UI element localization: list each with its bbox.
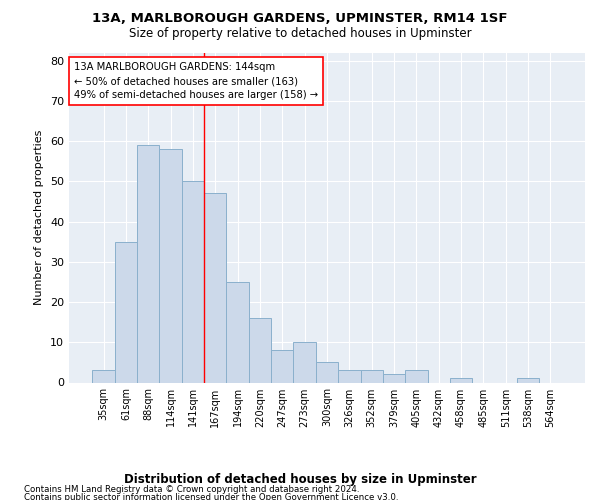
Text: Size of property relative to detached houses in Upminster: Size of property relative to detached ho…: [128, 28, 472, 40]
Bar: [405, 370, 428, 382]
Bar: [92, 370, 115, 382]
Text: Contains HM Land Registry data © Crown copyright and database right 2024.: Contains HM Land Registry data © Crown c…: [24, 485, 359, 494]
Bar: [450, 378, 472, 382]
Bar: [517, 378, 539, 382]
Bar: [338, 370, 361, 382]
Bar: [361, 370, 383, 382]
Bar: [293, 342, 316, 382]
Y-axis label: Number of detached properties: Number of detached properties: [34, 130, 44, 305]
Bar: [249, 318, 271, 382]
Bar: [271, 350, 293, 382]
Text: 13A, MARLBOROUGH GARDENS, UPMINSTER, RM14 1SF: 13A, MARLBOROUGH GARDENS, UPMINSTER, RM1…: [92, 12, 508, 26]
Text: Contains public sector information licensed under the Open Government Licence v3: Contains public sector information licen…: [24, 494, 398, 500]
Bar: [115, 242, 137, 382]
Bar: [226, 282, 249, 382]
Bar: [383, 374, 405, 382]
Text: 13A MARLBOROUGH GARDENS: 144sqm
← 50% of detached houses are smaller (163)
49% o: 13A MARLBOROUGH GARDENS: 144sqm ← 50% of…: [74, 62, 318, 100]
Bar: [137, 145, 160, 382]
Bar: [316, 362, 338, 382]
Bar: [160, 149, 182, 382]
Bar: [204, 194, 226, 382]
Bar: [182, 182, 204, 382]
Text: Distribution of detached houses by size in Upminster: Distribution of detached houses by size …: [124, 472, 476, 486]
